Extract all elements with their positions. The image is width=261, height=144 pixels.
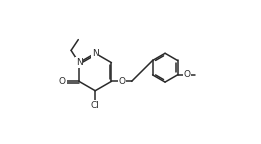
Text: O: O: [59, 77, 66, 86]
Text: O: O: [183, 70, 190, 79]
Text: Cl: Cl: [91, 101, 100, 110]
Text: O: O: [119, 77, 126, 86]
Text: N: N: [92, 49, 99, 58]
Text: N: N: [76, 58, 82, 67]
